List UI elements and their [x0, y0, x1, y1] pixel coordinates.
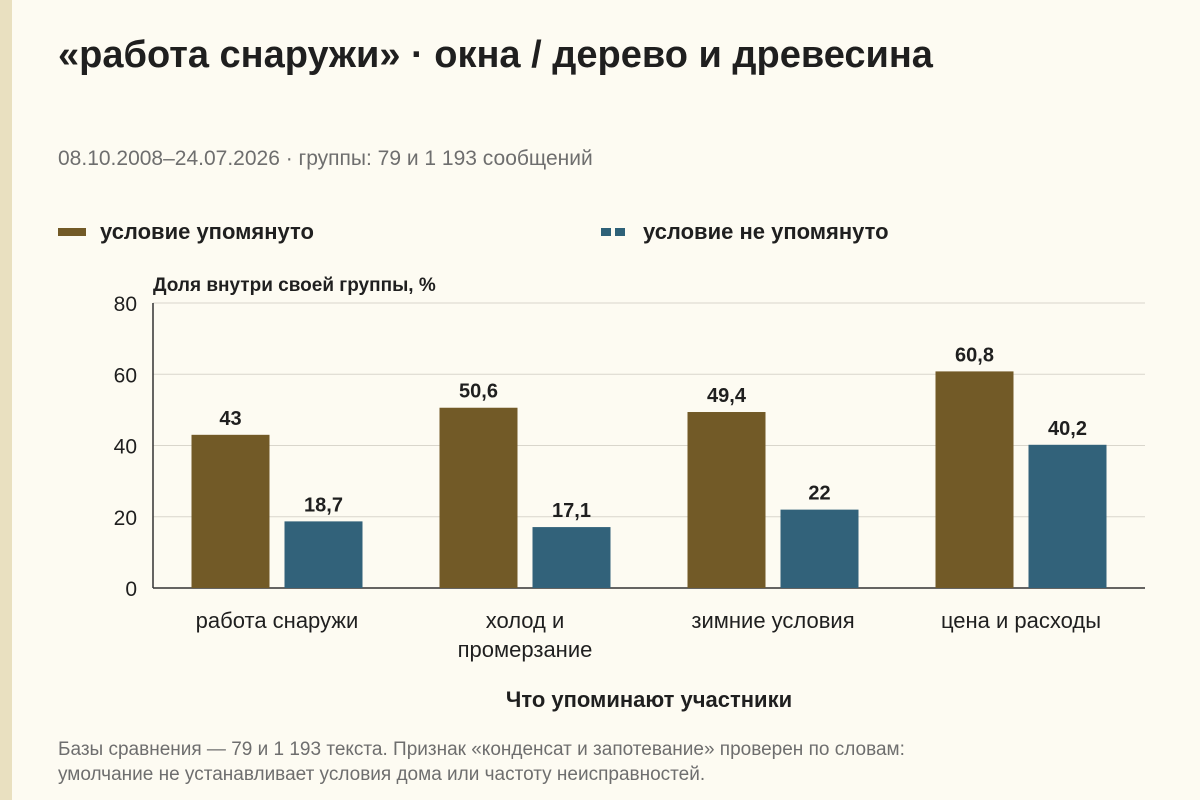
bar-value-label: 49,4 [707, 385, 747, 407]
footnote: Базы сравнения — 79 и 1 193 текста. Приз… [58, 737, 1158, 787]
bar-value-label: 40,2 [1048, 418, 1087, 440]
bar-mentioned [935, 371, 1014, 588]
bar-not-mentioned [780, 509, 859, 588]
bar-mentioned [439, 407, 518, 588]
legend-item-mentioned: условие упомянуто [58, 219, 314, 245]
y-tick-label: 40 [114, 436, 137, 459]
y-tick-label: 20 [114, 507, 137, 530]
y-axis-title: Доля внутри своей группы, % [153, 275, 436, 296]
y-tick-label: 0 [125, 578, 137, 601]
y-tick-label: 80 [114, 293, 137, 316]
legend-item-not-mentioned: условие не упомянуто [601, 219, 889, 245]
bar-value-label: 22 [808, 483, 830, 505]
x-axis-title: Что упоминают участники [506, 687, 792, 712]
bar-value-label: 43 [219, 408, 241, 430]
footnote-line-2: умолчание не устанавливает условия дома … [58, 764, 706, 785]
legend-label-mentioned: условие упомянуто [100, 219, 314, 244]
legend-label-not-mentioned: условие не упомянуто [643, 219, 889, 244]
legend-swatch-mentioned [58, 228, 86, 236]
footnote-line-1: Базы сравнения — 79 и 1 193 текста. Приз… [58, 739, 905, 760]
legend-swatch-not-mentioned [601, 228, 629, 236]
x-tick-label: зимние условия [691, 608, 854, 633]
chart-title: «работа снаружи» · окна / дерево и древе… [58, 34, 933, 76]
y-tick-label: 60 [114, 364, 137, 387]
bar-mentioned [687, 412, 766, 588]
bar-value-label: 18,7 [304, 494, 343, 516]
bar-value-label: 60,8 [955, 344, 994, 366]
x-tick-label: холод и [486, 608, 565, 633]
x-tick-label: цена и расходы [941, 608, 1101, 633]
left-edge-stripe [0, 0, 12, 800]
bar-not-mentioned [284, 521, 363, 588]
bar-value-label: 17,1 [552, 500, 591, 522]
x-tick-label: промерзание [458, 637, 593, 662]
bar-value-label: 50,6 [459, 381, 498, 403]
chart-subtitle: 08.10.2008–24.07.2026 · группы: 79 и 1 1… [58, 147, 593, 170]
bar-not-mentioned [1028, 444, 1107, 588]
bar-mentioned [191, 434, 270, 588]
bar-not-mentioned [532, 527, 611, 588]
x-tick-label: работа снаружи [196, 608, 359, 633]
